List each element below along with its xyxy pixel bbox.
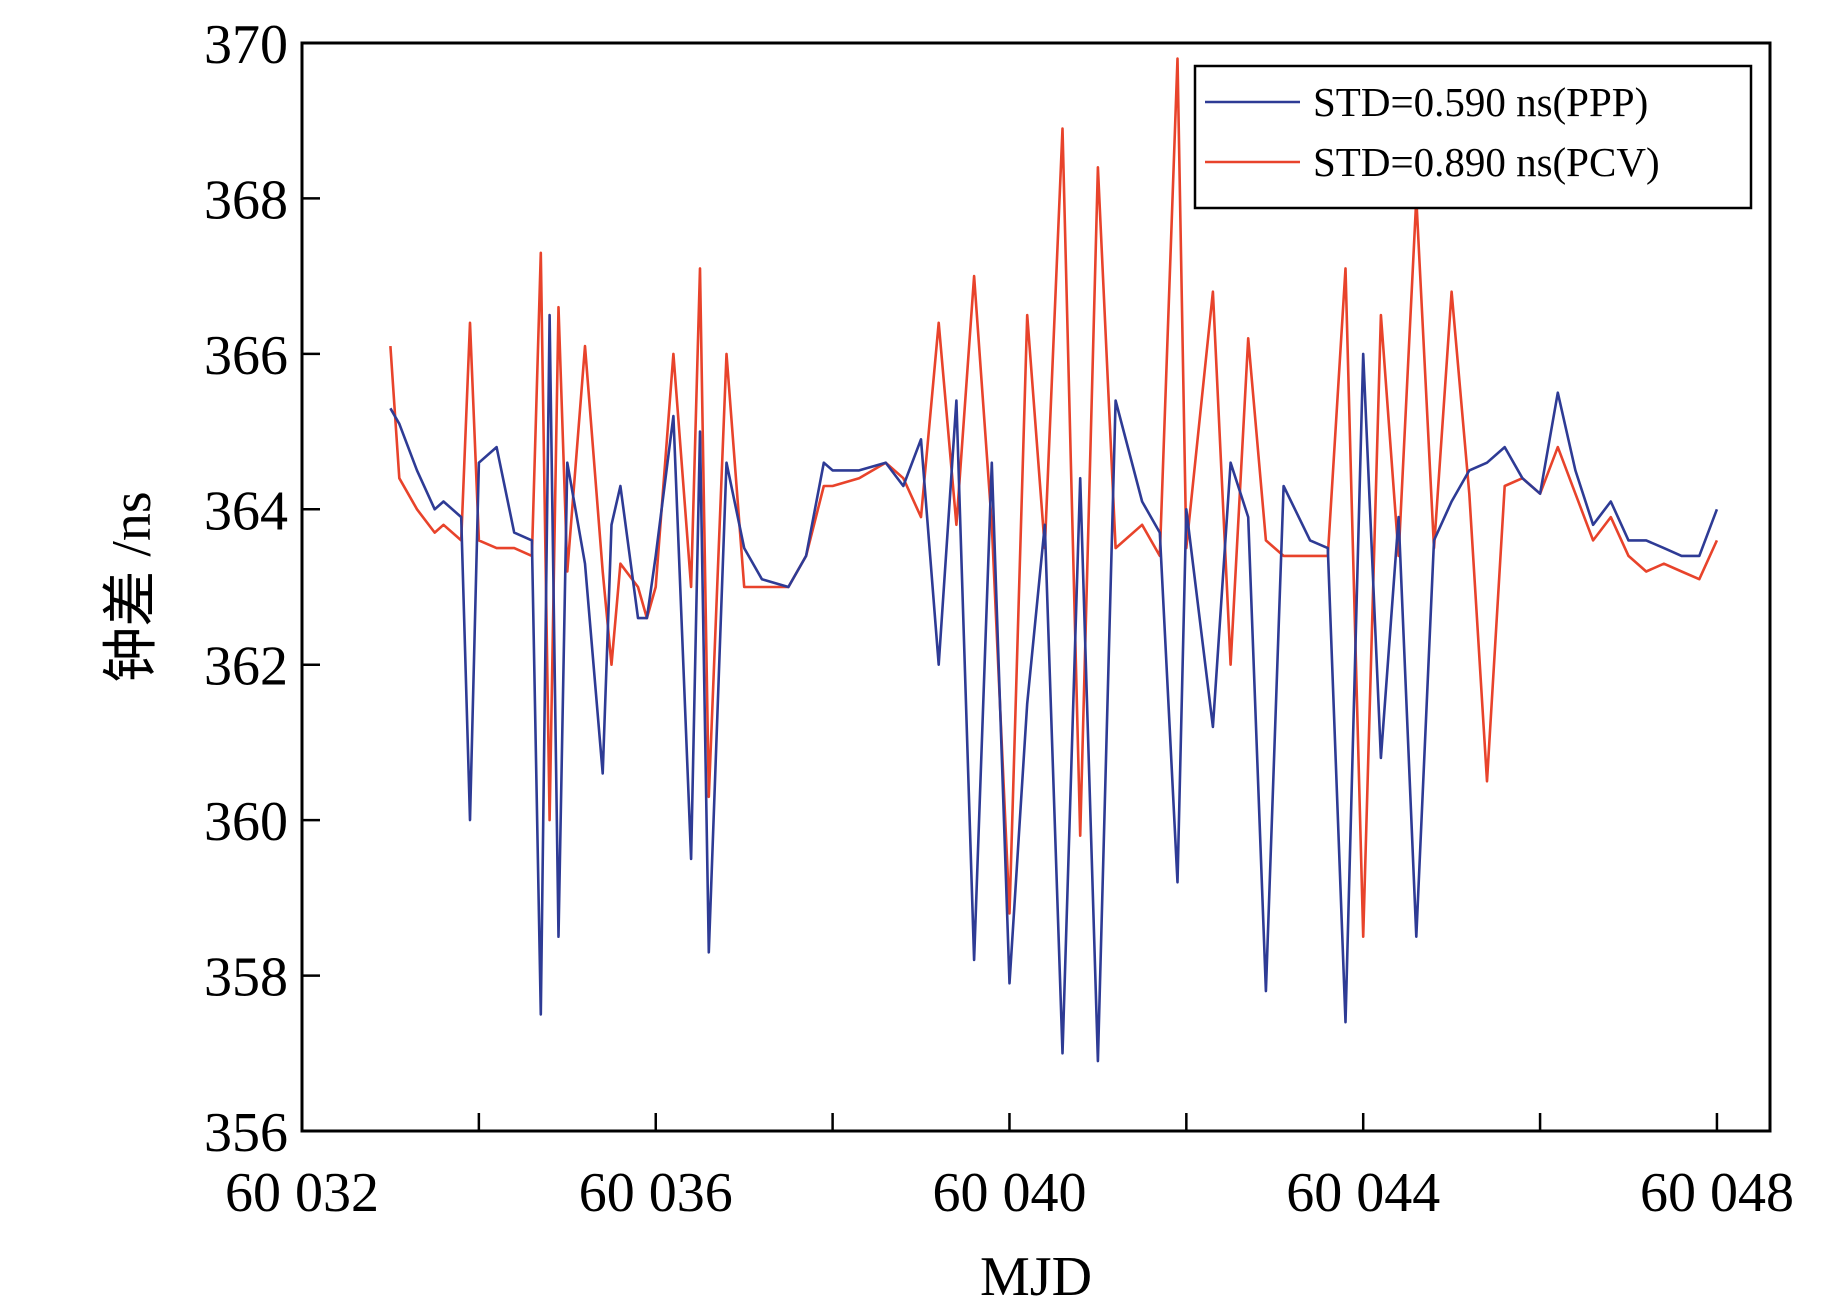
y-tick-label: 370 xyxy=(204,14,288,76)
x-tick-label: 60 048 xyxy=(1640,1162,1794,1224)
legend: STD=0.590 ns(PPP) STD=0.890 ns(PCV) xyxy=(1193,64,1753,210)
y-tick-label: 360 xyxy=(204,791,288,853)
y-tick-label: 368 xyxy=(204,169,288,231)
series-line-pcv xyxy=(389,57,1719,939)
y-tick-label: 364 xyxy=(204,480,288,542)
legend-label-pcv: STD=0.890 ns(PCV) xyxy=(1313,139,1660,185)
y-tick-label: 358 xyxy=(204,947,288,1009)
y-tick-label: 366 xyxy=(204,325,288,387)
y-tick-label: 356 xyxy=(204,1102,288,1164)
x-tick-label: 60 036 xyxy=(579,1162,733,1224)
x-tick-label: 60 040 xyxy=(932,1162,1086,1224)
x-axis-title: MJD xyxy=(980,1246,1092,1299)
y-tick-label: 362 xyxy=(204,636,288,698)
tick-layer: 60 032 60 036 60 040 60 044 60 048 356 358 360 3… xyxy=(204,14,1794,1224)
series-layer xyxy=(389,57,1719,1063)
series-line-ppp xyxy=(389,313,1719,1063)
legend-box xyxy=(1193,64,1753,210)
x-tick-label: 60 032 xyxy=(225,1162,379,1224)
y-axis-title: 钟差 /ns xyxy=(101,491,163,682)
x-tick-label: 60 044 xyxy=(1286,1162,1440,1224)
legend-label-ppp: STD=0.590 ns(PPP) xyxy=(1313,79,1648,125)
plot-frame xyxy=(300,41,1772,1133)
